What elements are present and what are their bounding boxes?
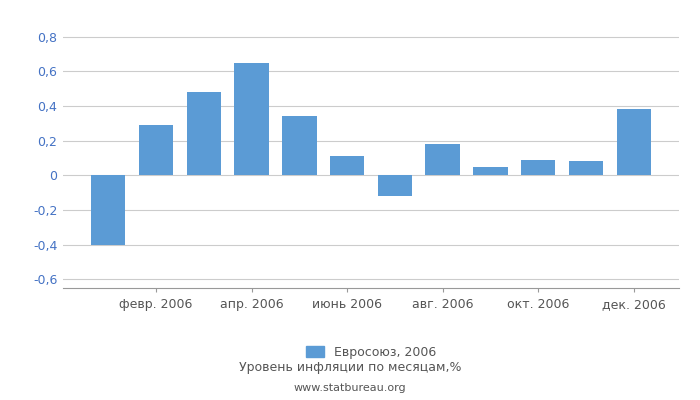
Text: Уровень инфляции по месяцам,%: Уровень инфляции по месяцам,% [239, 362, 461, 374]
Bar [330, 156, 364, 175]
Bar [617, 110, 651, 175]
Bar [426, 144, 460, 175]
Bar [187, 92, 221, 175]
Bar [473, 167, 508, 175]
Bar [139, 125, 173, 175]
Text: www.statbureau.org: www.statbureau.org [294, 383, 406, 393]
Bar [282, 116, 316, 175]
Bar [234, 63, 269, 175]
Bar [91, 175, 125, 245]
Bar [378, 175, 412, 196]
Bar [521, 160, 555, 175]
Legend: Евросоюз, 2006: Евросоюз, 2006 [300, 341, 442, 364]
Bar [569, 162, 603, 175]
